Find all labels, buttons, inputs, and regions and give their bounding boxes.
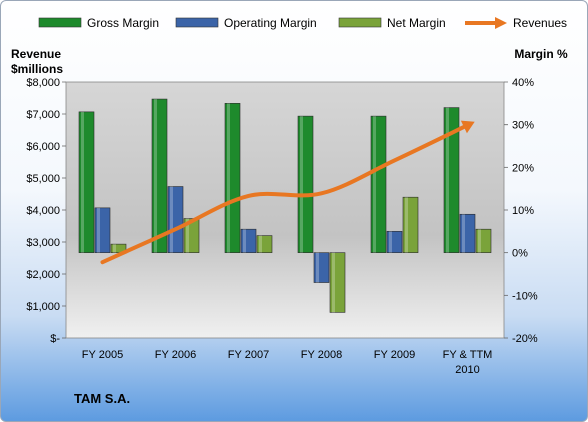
revenue-line [100, 120, 475, 265]
bar-highlight [259, 235, 262, 253]
bar-highlight [300, 116, 303, 253]
left-tick-label: $4,000 [26, 205, 60, 217]
bar-operating-margin-2 [240, 228, 257, 253]
bar-gross-margin-5 [443, 107, 460, 253]
bar-highlight [154, 99, 157, 253]
bar-highlight [373, 116, 376, 253]
revenue-line-path [100, 123, 470, 265]
bars [78, 98, 492, 313]
plot-area [65, 81, 505, 339]
x-tick-label: 2010 [455, 364, 479, 376]
left-tick-label: $1,000 [26, 301, 60, 313]
bar-highlight [405, 197, 408, 253]
x-tick-label: FY & TTM [443, 349, 493, 361]
bar-net-margin-4 [402, 196, 419, 253]
y-left-title-line2: $millions [11, 62, 63, 76]
bar-gross-margin-3 [297, 115, 314, 253]
bar-gross-margin-2 [224, 103, 241, 253]
bar-net-margin-0 [110, 243, 127, 253]
bar-net-margin-3 [329, 252, 346, 313]
revenue-arrowhead-icon [460, 120, 475, 134]
x-tick-label: FY 2009 [374, 349, 415, 361]
bar-operating-margin-1 [167, 186, 184, 253]
left-tick-label: $6,000 [26, 141, 60, 153]
chart-title: TAM S.A. [74, 391, 130, 406]
legend-label-0: Gross Margin [87, 16, 159, 30]
left-tick-label: $3,000 [26, 237, 60, 249]
left-tick-label: $7,000 [26, 109, 60, 121]
bar-highlight [389, 231, 392, 253]
y-left-title-line1: Revenue [11, 47, 61, 61]
bar-highlight [227, 103, 230, 253]
legend-swatch-2 [338, 17, 382, 28]
right-axis: -20% -10% 0% 10% 20% 30% 40% [504, 77, 538, 345]
left-axis: $- $1,000 $2,000 $3,000 $4,000 $5,000 $6,000 $7… [26, 77, 66, 345]
left-tick-label: $- [50, 333, 60, 345]
bar-operating-margin-4 [386, 231, 403, 253]
legend-label-2: Net Margin [387, 16, 446, 30]
bar-highlight [113, 244, 116, 253]
legend-arrow-icon [495, 17, 507, 29]
right-tick-label: -20% [512, 333, 538, 345]
left-tick-label: $8,000 [26, 77, 60, 89]
right-tick-label: -10% [512, 290, 538, 302]
legend-label-3: Revenues [513, 16, 567, 30]
bar-highlight [243, 229, 246, 253]
bar-gross-margin-4 [370, 115, 387, 253]
right-tick-label: 40% [512, 77, 534, 89]
legend-swatch-1 [175, 17, 219, 28]
bar-highlight [332, 252, 335, 313]
legend: Gross Margin Operating Margin Net Margin Re… [38, 16, 567, 30]
y-right-title: Margin % [514, 47, 568, 61]
bar-operating-margin-3 [313, 252, 330, 283]
legend-label-1: Operating Margin [224, 16, 317, 30]
bar-highlight [446, 107, 449, 253]
x-tick-label: FY 2007 [228, 349, 269, 361]
left-tick-label: $2,000 [26, 269, 60, 281]
bar-net-margin-5 [475, 228, 492, 253]
bar-highlight [186, 218, 189, 253]
bar-operating-margin-5 [459, 213, 476, 253]
right-tick-label: 10% [512, 205, 534, 217]
bar-gross-margin-0 [78, 111, 95, 253]
bar-net-margin-2 [256, 235, 273, 253]
right-tick-label: 20% [512, 162, 534, 174]
bar-highlight [316, 252, 319, 283]
x-axis: FY 2005 FY 2006 FY 2007 FY 2008 FY 2009 FY & … [82, 349, 493, 376]
bar-gross-margin-1 [151, 98, 168, 253]
x-tick-label: FY 2005 [82, 349, 123, 361]
legend-swatch-0 [38, 17, 82, 28]
right-tick-label: 30% [512, 120, 534, 132]
bar-net-margin-1 [183, 218, 200, 253]
bar-highlight [462, 214, 465, 253]
bar-highlight [97, 207, 100, 253]
bar-highlight [81, 111, 84, 253]
x-tick-label: FY 2006 [155, 349, 196, 361]
bar-operating-margin-0 [94, 207, 111, 253]
bar-highlight [170, 186, 173, 253]
bar-highlight [478, 229, 481, 253]
x-tick-label: FY 2008 [301, 349, 342, 361]
left-tick-label: $5,000 [26, 173, 60, 185]
right-tick-label: 0% [512, 248, 528, 260]
